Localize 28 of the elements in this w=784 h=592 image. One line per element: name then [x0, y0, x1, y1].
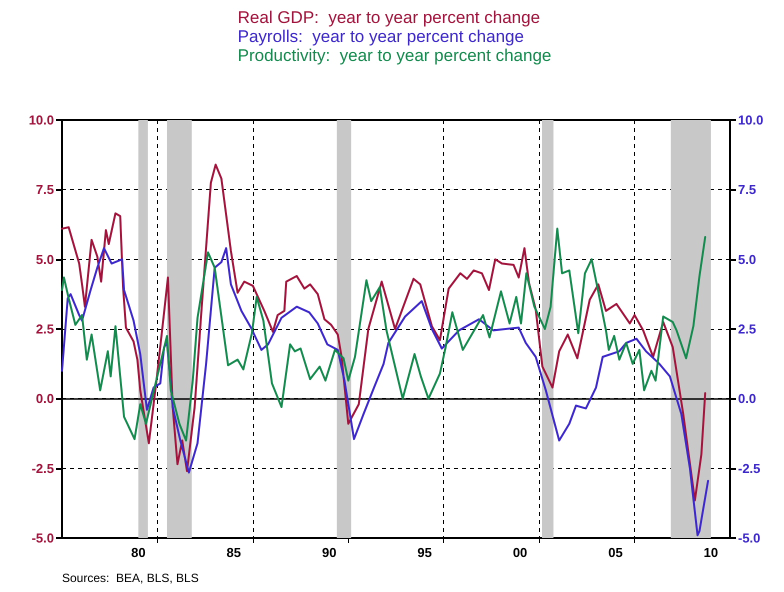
- y-tick-label: 10.0: [28, 112, 54, 128]
- y2-tick-label: 7.5: [738, 182, 756, 198]
- line-series: [61, 228, 706, 442]
- y2-tick-label: -5.0: [738, 530, 760, 546]
- text: Real GDP: year to year percent change: [238, 8, 540, 27]
- x-tick-label: 85: [226, 545, 242, 560]
- y2-tick-label: -2.5: [738, 460, 760, 476]
- y-tick-label: 2.5: [36, 322, 54, 336]
- y-tick-label: 7.5: [36, 182, 54, 198]
- y2-tick-label: 0.0: [738, 391, 756, 406]
- line-series: [61, 164, 706, 502]
- x-tick-label: 10: [704, 545, 718, 560]
- y2-tick-label: 5.0: [738, 252, 756, 267]
- x-tick-label: 00: [512, 545, 528, 560]
- source-note: Sources: BEA, BLS, BLS: [62, 571, 199, 585]
- text: Productivity: year to year percent change: [238, 46, 552, 65]
- line-series: [61, 247, 710, 536]
- text: Payrolls: year to year percent change: [238, 27, 524, 46]
- y-tick-label: -2.5: [32, 460, 54, 476]
- x-tick-label: 95: [417, 545, 432, 560]
- y-tick-label: 5.0: [36, 252, 54, 267]
- y2-tick-label: 2.5: [738, 322, 756, 336]
- x-tick-label: 05: [608, 545, 623, 560]
- y-tick-label: -5.0: [32, 530, 54, 546]
- y2-tick-label: 10.0: [738, 112, 764, 128]
- y-tick-label: 0.0: [36, 391, 54, 406]
- x-tick-label: 90: [322, 545, 336, 560]
- x-tick-label: 80: [131, 545, 146, 560]
